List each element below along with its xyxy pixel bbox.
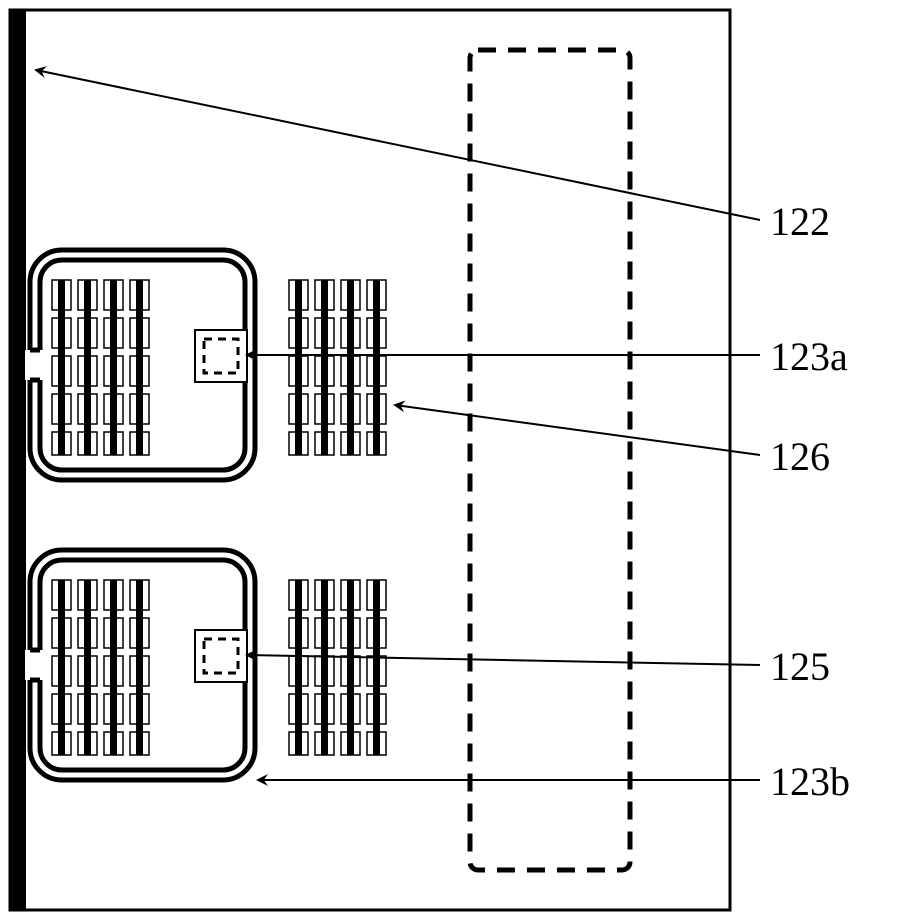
- module-top-stripes-outside: [289, 280, 386, 455]
- label-126: 126: [770, 434, 830, 479]
- module-top-marker: [195, 330, 247, 382]
- outer-frame: [10, 10, 730, 910]
- dashed-region: [470, 50, 630, 870]
- module-bottom-stripes-inside: [52, 580, 149, 755]
- technical-diagram: 122 123a 126 125 123b: [0, 0, 914, 920]
- module-top-stripes-inside: [52, 280, 149, 455]
- leader-line-126: [395, 405, 760, 455]
- module-bottom-marker: [195, 630, 247, 682]
- label-123b: 123b: [770, 759, 850, 804]
- label-122: 122: [770, 199, 830, 244]
- label-125: 125: [770, 644, 830, 689]
- module-bottom-stripes-outside: [289, 580, 386, 755]
- label-123a: 123a: [770, 334, 848, 379]
- left-edge-bar: [10, 10, 26, 910]
- leader-line-122: [36, 70, 760, 220]
